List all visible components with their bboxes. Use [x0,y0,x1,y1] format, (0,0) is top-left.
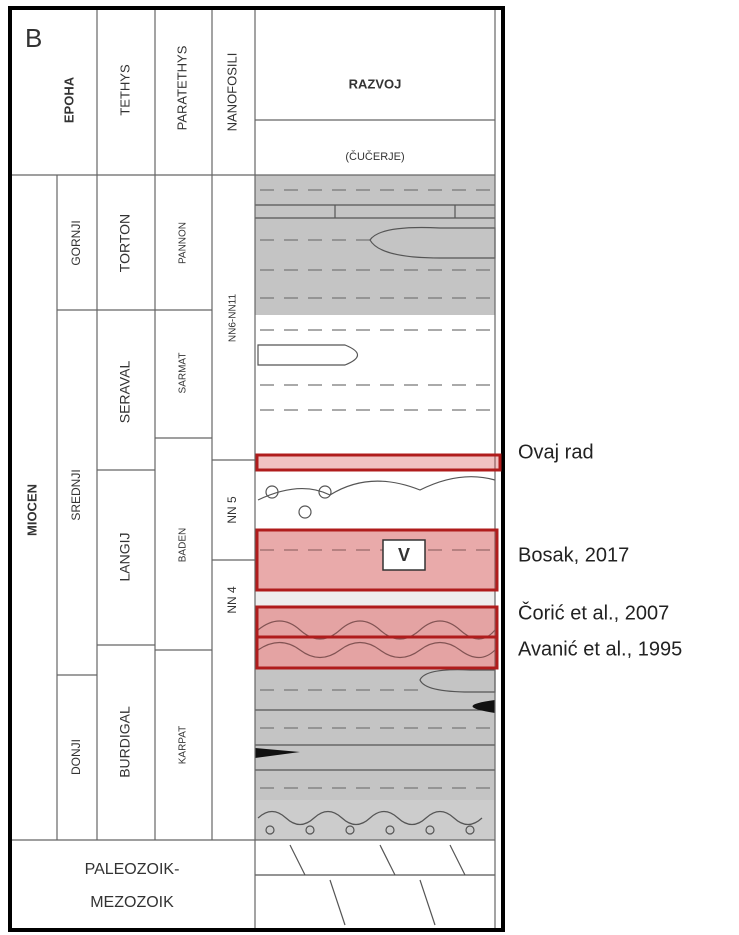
grid [10,10,496,930]
zone: NN6-NN11 [228,293,239,342]
frame [8,6,505,932]
zone: NN 4 [225,586,239,614]
header: RAZVOJ [349,76,402,91]
basement: MEZOZOIK [90,894,174,911]
panel-label: B [25,23,42,53]
annotation: Čorić et al., 2007 [518,601,669,624]
highlight [255,635,499,670]
stage: SERAVAL [117,361,133,424]
marker-box [382,539,426,571]
highlight [255,605,499,639]
stage: TORTON [117,214,133,272]
marker: V [398,545,410,565]
epoch: MIOCEN [24,484,39,536]
annotation: Avanić et al., 1995 [518,638,682,660]
stage: PANNON [178,222,189,264]
header: (ČUČERJE) [345,150,404,163]
stage: LANGIJ [117,532,133,581]
header: PARATETHYS [174,45,189,130]
stage: KARPAT [178,726,189,765]
stage: BURDIGAL [117,706,133,778]
sub-epoch: SREDNJI [69,469,83,520]
annotation: Bosak, 2017 [518,544,629,566]
stage: SARMAT [178,353,189,394]
zone: NN 5 [225,496,239,524]
highlight [255,453,502,472]
sub-epoch: DONJI [69,739,83,775]
sub-epoch: GORNJI [69,220,83,265]
header: EPOHA [61,76,76,123]
highlight [255,528,499,592]
stage: BADEN [178,528,189,562]
lithology [255,175,496,926]
header: NANOFOSILI [224,53,239,132]
header: TETHYS [117,64,132,116]
annotation: Ovaj rad [518,441,594,463]
basement: PALEOZOIK- [85,861,180,878]
